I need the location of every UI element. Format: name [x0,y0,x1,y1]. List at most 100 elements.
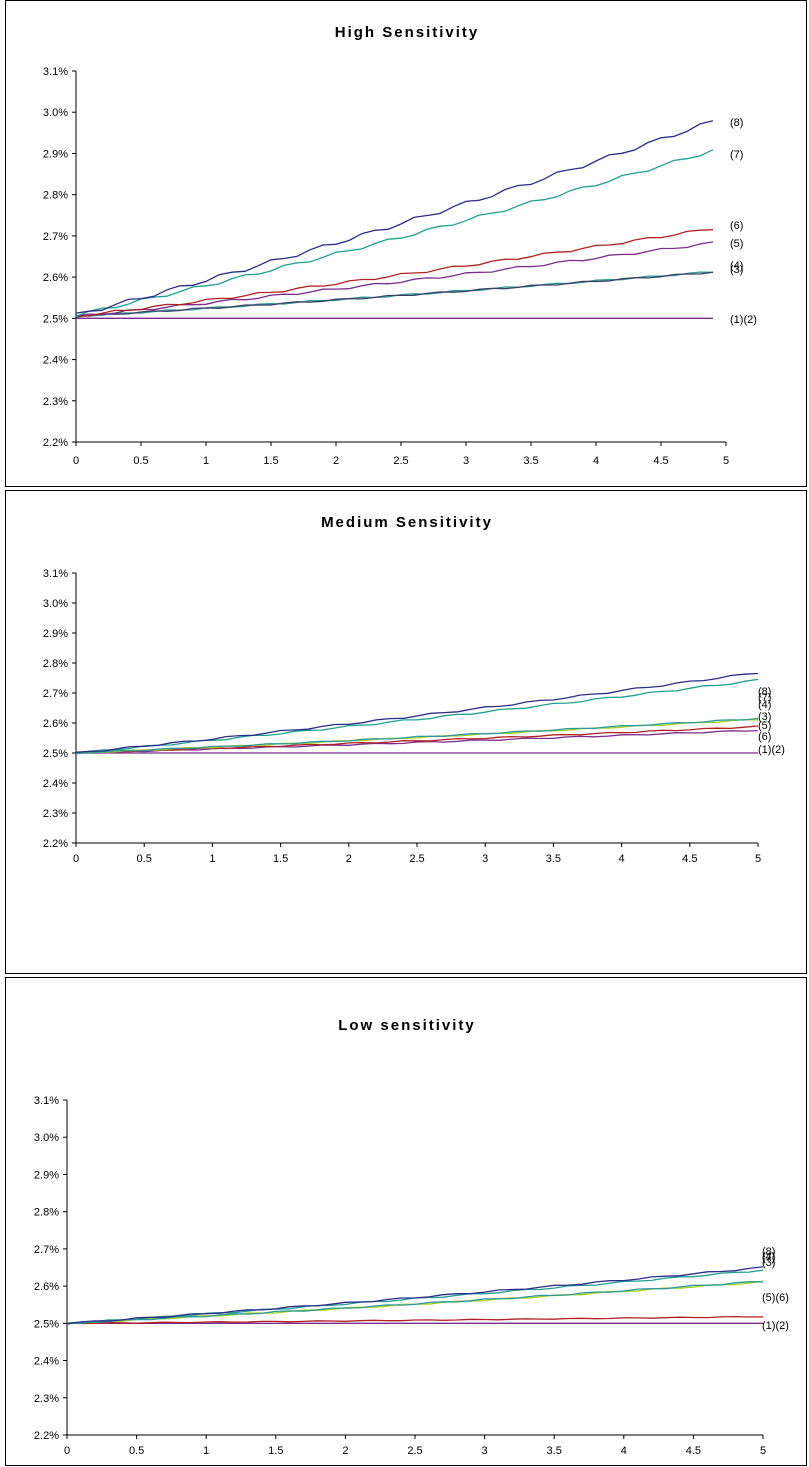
y-tick-label: 3.1% [43,568,68,580]
series-label: (3) [762,1257,775,1269]
y-tick-label: 2.2% [34,1430,59,1442]
x-tick-label: 3 [482,853,488,865]
x-tick-label: 1 [203,455,209,467]
x-tick-label: 0.5 [137,853,152,865]
x-tick-label: 5 [723,455,729,467]
x-tick-label: 1.5 [268,1445,283,1457]
y-tick-label: 2.8% [43,190,68,202]
y-tick-label: 2.9% [43,628,68,640]
y-tick-label: 3.0% [34,1132,59,1144]
y-tick-label: 3.1% [34,1095,59,1107]
chart-panel-high-sensitivity: High Sensitivity 2.2% 2.3% 2.4% 2.5% 2.6% 2.7%… [5,0,807,487]
x-tick-label: 0.5 [129,1445,144,1457]
series-line-5 [75,678,759,755]
x-tick-label: 1 [209,853,215,865]
x-tick-label: 2.5 [407,1445,422,1457]
y-tick-label: 3.0% [43,598,68,610]
series-label: (7) [730,149,743,161]
y-tick-label: 2.6% [43,718,68,730]
y-tick-label: 2.5% [34,1318,59,1330]
series-line-2 [75,725,759,755]
x-tick-label: 5 [760,1445,766,1457]
series-line-6 [75,120,714,314]
x-tick-label: 2 [342,1445,348,1457]
y-tick-label: 2.8% [34,1207,59,1219]
x-tick-label: 3.5 [523,455,538,467]
x-tick-label: 4.5 [682,853,697,865]
chart-medium-sensitivity: Medium Sensitivity 2.2% 2.3% 2.4% 2.5% 2.6% 2.… [43,514,785,865]
x-tick-label: 2.5 [393,455,408,467]
x-tick-label: 3.5 [547,1445,562,1457]
x-tick-label: 2 [333,455,339,467]
x-tick-label: 4 [619,853,625,865]
y-tick-label: 2.6% [34,1281,59,1293]
x-tick-label: 3.5 [546,853,561,865]
y-tick-label: 2.4% [43,355,68,367]
x-tick-label: 5 [755,853,761,865]
y-tick-label: 2.4% [43,778,68,790]
series-label: (5) [758,720,771,732]
x-tick-label: 4.5 [653,455,668,467]
series-label: (1)(2) [730,314,757,326]
y-tick-label: 2.3% [43,396,68,408]
chart-high-sensitivity: High Sensitivity 2.2% 2.3% 2.4% 2.5% 2.6% 2.7%… [43,24,757,467]
series-label: (3) [758,711,771,723]
series-label: (8) [758,686,771,698]
y-tick-label: 2.2% [43,838,68,850]
series-label: (5) [730,238,743,250]
y-tick-label: 2.5% [43,748,68,760]
series-line-2 [75,271,714,318]
y-tick-label: 2.7% [43,231,68,243]
series-line-1 [75,729,759,754]
x-tick-label: 1.5 [263,455,278,467]
chart-title: Low sensitivity [338,1017,476,1034]
series-label: (1)(2) [758,744,785,756]
series-line-1 [66,1315,764,1325]
y-tick-label: 2.9% [34,1169,59,1181]
y-tick-label: 3.1% [43,66,68,78]
x-tick-label: 4 [621,1445,627,1457]
series-label: (5)(6) [762,1292,789,1304]
y-tick-label: 2.9% [43,148,68,160]
x-tick-label: 0 [73,853,79,865]
series-label: (6) [730,220,743,232]
y-tick-label: 2.4% [34,1356,59,1368]
x-tick-label: 0 [73,455,79,467]
series-label: (3) [730,264,743,276]
y-tick-label: 2.6% [43,272,68,284]
series-label: (7) [762,1252,775,1264]
series-label: (7) [758,692,771,704]
series-line-4 [76,229,714,317]
chart-low-sensitivity: Low sensitivity 2.2% 2.3% 2.4% 2.5% 2.6% 2.7% 2… [34,1017,789,1457]
x-tick-label: 4.5 [686,1445,701,1457]
series-line-5 [75,149,714,318]
series-line-5 [66,1266,764,1325]
x-tick-label: 3 [463,455,469,467]
series-line-3 [66,1281,764,1324]
x-tick-label: 3 [482,1445,488,1457]
series-line-4 [75,717,759,754]
series-line-4 [67,1269,764,1324]
series-label: (4) [730,260,743,272]
y-tick-label: 2.8% [43,658,68,670]
chart-panel-medium-sensitivity: Medium Sensitivity 2.2% 2.3% 2.4% 2.5% 2.6% 2.… [5,490,807,974]
y-tick-label: 3.0% [43,107,68,119]
x-tick-label: 4 [593,455,599,467]
series-label: (4) [762,1251,775,1263]
x-tick-label: 1 [203,1445,209,1457]
y-tick-label: 2.3% [43,808,68,820]
series-label: (8) [762,1246,775,1258]
series-line-6 [75,672,759,753]
x-tick-label: 0.5 [133,455,148,467]
y-tick-label: 2.2% [43,437,68,449]
y-tick-label: 2.7% [34,1244,59,1256]
y-tick-label: 2.5% [43,313,68,325]
series-label: (8) [730,117,743,129]
x-tick-label: 0 [64,1445,70,1457]
y-tick-label: 2.3% [34,1393,59,1405]
series-label: (4) [758,699,771,711]
x-tick-label: 2 [346,853,352,865]
chart-title: High Sensitivity [335,24,480,41]
y-tick-label: 2.7% [43,688,68,700]
chart-panel-low-sensitivity: Low sensitivity 2.2% 2.3% 2.4% 2.5% 2.6% 2.7% 2… [5,977,807,1466]
